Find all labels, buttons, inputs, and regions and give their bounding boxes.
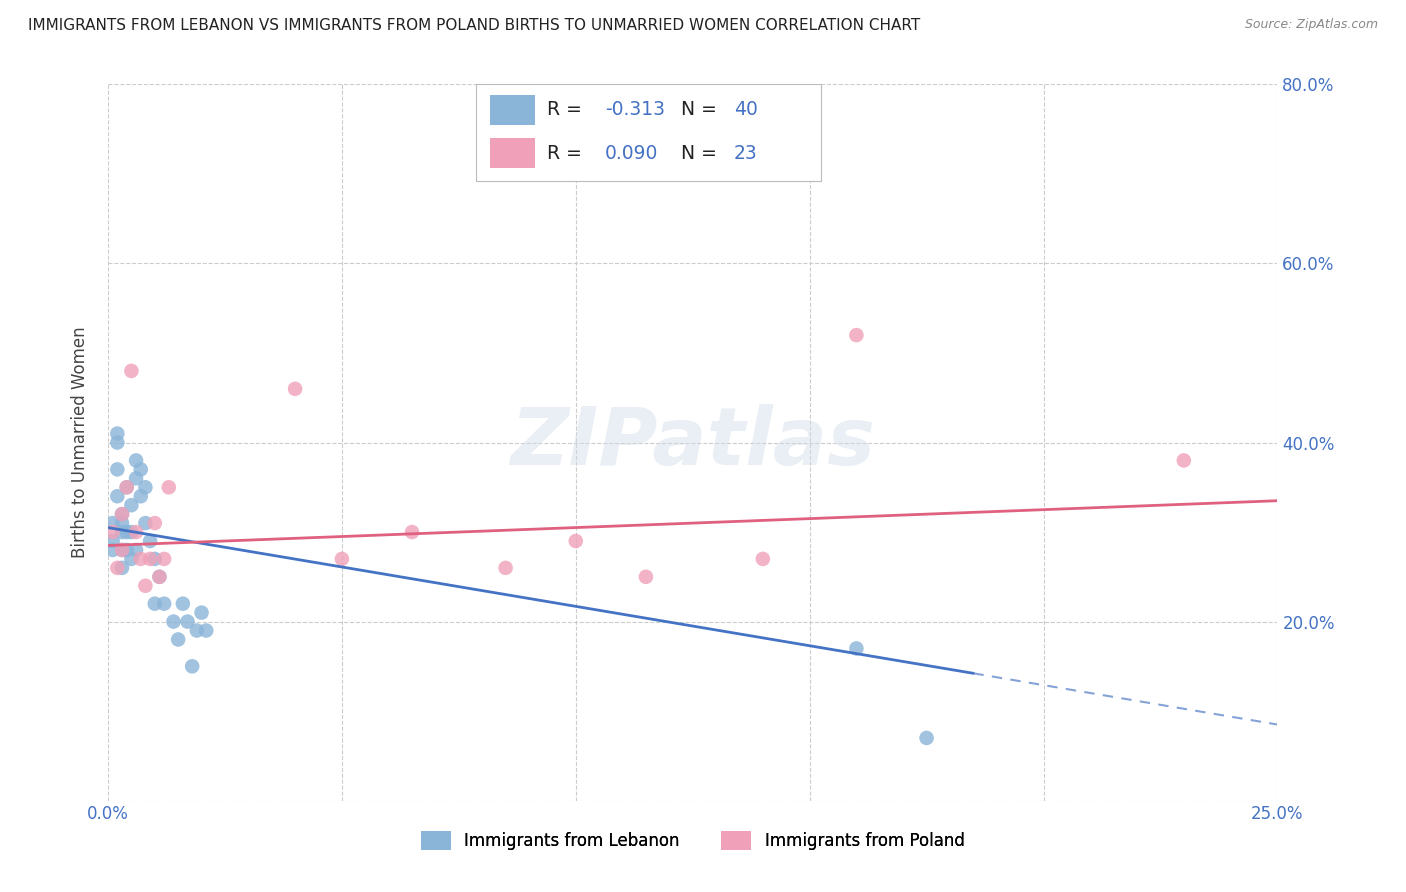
Point [111, 516, 134, 530]
Point [564, 534, 586, 549]
Point [111, 507, 134, 521]
Point [129, 552, 152, 566]
Point [111, 543, 134, 558]
Text: -0.313: -0.313 [605, 100, 665, 119]
Point [195, 624, 218, 638]
Point [845, 641, 868, 656]
Text: Source: ZipAtlas.com: Source: ZipAtlas.com [1244, 18, 1378, 31]
FancyBboxPatch shape [477, 85, 821, 181]
Point [105, 462, 128, 476]
Point [148, 570, 170, 584]
Text: ZIPatlas: ZIPatlas [510, 403, 875, 482]
Point [148, 570, 170, 584]
Point [101, 524, 124, 539]
Point [111, 561, 134, 575]
Point [153, 597, 176, 611]
Point [915, 731, 938, 745]
Point [330, 552, 353, 566]
Text: N =: N = [681, 100, 717, 119]
Point [143, 552, 166, 566]
Point [111, 507, 134, 521]
Point [134, 579, 156, 593]
Point [120, 524, 142, 539]
Point [153, 552, 176, 566]
Text: R =: R = [547, 100, 582, 119]
Point [401, 524, 423, 539]
Point [125, 543, 148, 558]
Text: 0.090: 0.090 [605, 145, 658, 163]
Point [111, 524, 134, 539]
Point [139, 552, 162, 566]
Point [125, 453, 148, 467]
Text: R =: R = [547, 145, 582, 163]
Point [172, 597, 194, 611]
Text: 23: 23 [734, 145, 758, 163]
Text: 40: 40 [734, 100, 758, 119]
Text: IMMIGRANTS FROM LEBANON VS IMMIGRANTS FROM POLAND BIRTHS TO UNMARRIED WOMEN CORR: IMMIGRANTS FROM LEBANON VS IMMIGRANTS FR… [28, 18, 921, 33]
Point [157, 480, 180, 494]
Point [125, 471, 148, 485]
Point [143, 516, 166, 530]
Point [120, 364, 142, 378]
Point [101, 534, 124, 549]
Y-axis label: Births to Unmarried Women: Births to Unmarried Women [72, 326, 89, 558]
Point [115, 480, 138, 494]
Bar [491, 138, 534, 169]
Point [125, 524, 148, 539]
Point [284, 382, 307, 396]
Point [129, 462, 152, 476]
Point [139, 534, 162, 549]
Point [186, 624, 208, 638]
Point [143, 597, 166, 611]
Point [190, 606, 212, 620]
Point [162, 615, 184, 629]
Point [1173, 453, 1195, 467]
Point [167, 632, 190, 647]
Point [120, 552, 142, 566]
Point [134, 480, 156, 494]
Point [634, 570, 657, 584]
Point [105, 561, 128, 575]
Bar [491, 95, 534, 125]
Point [845, 328, 868, 343]
Point [105, 435, 128, 450]
Point [120, 498, 142, 512]
Point [115, 480, 138, 494]
Point [134, 516, 156, 530]
Point [176, 615, 198, 629]
Point [105, 426, 128, 441]
Point [105, 489, 128, 503]
Point [752, 552, 775, 566]
Point [181, 659, 204, 673]
Point [129, 489, 152, 503]
Point [495, 561, 517, 575]
Point [115, 543, 138, 558]
Point [111, 543, 134, 558]
Text: N =: N = [681, 145, 717, 163]
Legend: Immigrants from Lebanon, Immigrants from Poland: Immigrants from Lebanon, Immigrants from… [415, 824, 972, 856]
Point [101, 516, 124, 530]
Point [115, 524, 138, 539]
Point [101, 543, 124, 558]
